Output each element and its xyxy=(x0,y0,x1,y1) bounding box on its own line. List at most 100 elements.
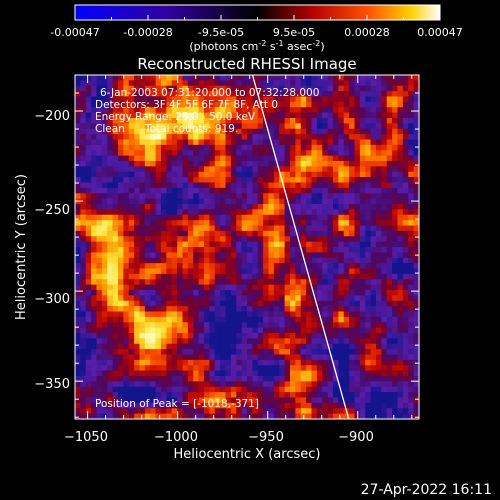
heatmap-cell xyxy=(413,123,419,130)
heatmap-cell xyxy=(376,316,382,323)
heatmap-cell xyxy=(144,198,151,205)
heatmap-cell xyxy=(204,327,210,334)
heatmap-cell xyxy=(187,381,194,388)
heatmap-cell xyxy=(322,349,328,355)
heatmap-cell xyxy=(376,193,382,199)
heatmap-cell xyxy=(134,343,140,350)
heatmap-cell xyxy=(300,333,307,339)
heatmap-cell xyxy=(166,370,173,377)
heatmap-cell xyxy=(214,193,221,199)
heatmap-cell xyxy=(408,193,414,199)
heatmap-cell xyxy=(338,134,345,140)
heatmap-cell xyxy=(327,214,334,221)
heatmap-cell xyxy=(91,370,97,377)
heatmap-cell xyxy=(177,139,183,146)
heatmap-cell xyxy=(295,316,302,323)
heatmap-cell xyxy=(204,247,210,253)
heatmap-cell xyxy=(359,386,366,393)
heatmap-cell xyxy=(91,204,97,210)
heatmap-cell xyxy=(338,300,345,307)
heatmap-cell xyxy=(306,204,312,210)
heatmap-cell xyxy=(343,80,350,87)
heatmap-cell xyxy=(365,338,371,345)
heatmap-cell xyxy=(257,327,264,334)
heatmap-cell xyxy=(322,230,328,237)
heatmap-cell xyxy=(171,343,178,350)
heatmap-cell xyxy=(322,75,328,81)
heatmap-cell xyxy=(381,123,388,130)
heatmap-cell xyxy=(333,279,339,285)
heatmap-cell xyxy=(236,209,242,216)
heatmap-cell xyxy=(338,118,345,124)
heatmap-cell xyxy=(306,150,312,156)
heatmap-cell xyxy=(370,198,377,205)
heatmap-cell xyxy=(316,306,323,312)
heatmap-cell xyxy=(257,268,264,275)
heatmap-cell xyxy=(413,376,419,382)
heatmap-cell xyxy=(413,349,419,355)
heatmap-cell xyxy=(123,300,130,307)
heatmap-cell xyxy=(225,118,232,124)
heatmap-cell xyxy=(91,134,97,140)
heatmap-cell xyxy=(101,290,108,296)
heatmap-cell xyxy=(177,91,183,97)
heatmap-cell xyxy=(408,225,414,232)
heatmap-cell xyxy=(96,91,103,97)
heatmap-cell xyxy=(139,150,146,156)
heatmap-cell xyxy=(193,322,199,328)
heatmap-cell xyxy=(343,392,350,398)
heatmap-cell xyxy=(220,214,226,221)
heatmap-cell xyxy=(134,150,140,156)
heatmap-cell xyxy=(252,134,259,140)
heatmap-cell xyxy=(279,80,285,87)
heatmap-cell xyxy=(123,101,130,108)
heatmap-cell xyxy=(236,182,242,189)
heatmap-cell xyxy=(236,80,242,87)
heatmap-cell xyxy=(359,209,366,216)
heatmap-cell xyxy=(252,284,259,291)
heatmap-cell xyxy=(150,268,156,275)
heatmap-cell xyxy=(247,311,253,318)
heatmap-cell xyxy=(290,209,296,216)
heatmap-cell xyxy=(327,155,334,162)
heatmap-cell xyxy=(273,257,280,264)
heatmap-cell xyxy=(381,268,388,275)
heatmap-cell xyxy=(171,263,178,269)
heatmap-cell xyxy=(327,263,334,269)
heatmap-cell xyxy=(381,161,388,167)
heatmap-cell xyxy=(193,257,199,264)
heatmap-cell xyxy=(311,247,318,253)
heatmap-cell xyxy=(333,273,339,280)
heatmap-cell xyxy=(311,252,318,259)
heatmap-cell xyxy=(118,273,124,280)
heatmap-cell xyxy=(381,155,388,162)
heatmap-cell xyxy=(279,300,285,307)
heatmap-cell xyxy=(214,204,221,210)
heatmap-cell xyxy=(214,171,221,178)
heatmap-cell xyxy=(112,182,119,189)
heatmap-cell xyxy=(241,107,248,113)
heatmap-cell xyxy=(322,155,328,162)
heatmap-cell xyxy=(161,150,167,156)
heatmap-cell xyxy=(376,257,382,264)
heatmap-cell xyxy=(413,204,419,210)
heatmap-cell xyxy=(413,236,419,242)
heatmap-cell xyxy=(365,230,371,237)
heatmap-cell xyxy=(381,134,388,140)
heatmap-cell xyxy=(204,343,210,350)
heatmap-cell xyxy=(198,161,205,167)
heatmap-cell xyxy=(316,354,323,361)
heatmap-cell xyxy=(144,225,151,232)
heatmap-cell xyxy=(284,139,291,146)
heatmap-cell xyxy=(392,252,398,259)
heatmap-cell xyxy=(75,338,81,345)
heatmap-cell xyxy=(370,402,377,409)
heatmap-cell xyxy=(359,268,366,275)
heatmap-cell xyxy=(96,284,103,291)
heatmap-cell xyxy=(295,128,302,135)
heatmap-cell xyxy=(204,101,210,108)
heatmap-cell xyxy=(225,187,232,194)
x-tick-label: −1050 xyxy=(64,430,108,445)
heatmap-cell xyxy=(338,209,345,216)
heatmap-cell xyxy=(128,144,135,151)
